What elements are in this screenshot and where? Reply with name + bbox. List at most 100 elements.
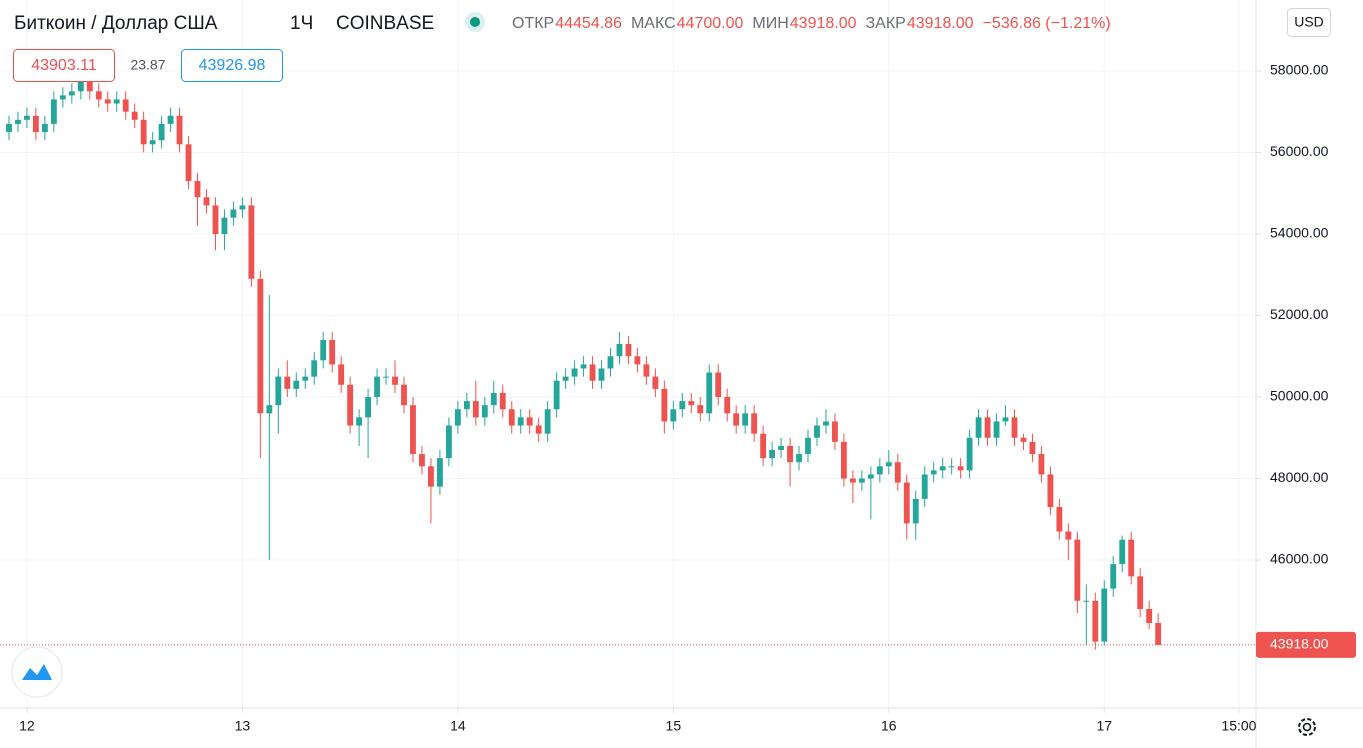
currency[interactable]: USD <box>1294 14 1324 30</box>
candle-body <box>239 205 246 210</box>
candle-body <box>885 462 892 467</box>
spread: 23.87 <box>130 57 165 73</box>
candle-body <box>1029 441 1036 455</box>
candle-body <box>24 115 30 120</box>
candle-body <box>329 339 336 365</box>
candle-body <box>832 421 838 442</box>
y-tick-label: 48000.00 <box>1270 469 1329 485</box>
candle-body <box>562 376 569 381</box>
candle-body <box>840 441 847 479</box>
axes: 46000.00 48000.00 50000.00 52000.00 54000.00… <box>0 62 1356 734</box>
candle-body <box>876 466 883 475</box>
candle-body <box>401 384 407 406</box>
candle-body <box>338 364 345 385</box>
bid[interactable]: 43903.11 <box>31 57 97 74</box>
candle-body <box>912 498 919 524</box>
candle-body <box>275 376 282 406</box>
candle-body <box>68 91 75 96</box>
ask-box[interactable] <box>181 49 283 82</box>
candle-body <box>769 449 776 459</box>
candle-body <box>706 372 713 414</box>
candle-body <box>580 364 587 369</box>
y-tick-label: 58000.00 <box>1270 62 1329 78</box>
logo[interactable] <box>11 646 63 698</box>
x-tick-label: 17 <box>1096 718 1112 734</box>
candle-body <box>1083 600 1090 602</box>
ohlc-value: 44700.00 <box>677 15 744 32</box>
candle-body <box>356 417 363 426</box>
candle-body <box>445 425 452 459</box>
candle-body <box>410 405 416 455</box>
candle-body <box>589 364 596 381</box>
candle-body <box>320 339 327 361</box>
candles <box>6 70 1162 650</box>
candle-body <box>715 372 722 398</box>
candle-body <box>15 119 21 124</box>
candle-body <box>1020 437 1027 442</box>
ohlc-key: МАКС <box>631 15 676 32</box>
candle-body <box>454 409 461 426</box>
last-price-tag <box>1256 631 1356 658</box>
x-tick-label: 15:00 <box>1221 718 1256 734</box>
candle-body <box>948 466 955 468</box>
candle-body <box>212 205 219 234</box>
candle-body <box>6 123 12 133</box>
candle-body <box>158 123 165 141</box>
ask[interactable]: 43926.98 <box>199 57 266 74</box>
bid-box[interactable] <box>13 49 115 82</box>
candle-body <box>392 376 398 385</box>
candle-body <box>383 376 389 378</box>
candle-body <box>302 376 309 381</box>
candle-body <box>365 397 372 418</box>
ohlc-value: 43918.00 <box>790 15 857 32</box>
candle-body <box>652 376 659 389</box>
candle-body <box>634 356 641 365</box>
x-tick-label: 15 <box>666 718 682 734</box>
candle-body <box>975 417 982 438</box>
candle-body <box>436 458 443 487</box>
candle-body <box>1065 531 1072 540</box>
candle-body <box>805 437 811 455</box>
candle-body <box>86 79 93 92</box>
y-tick-label: 56000.00 <box>1270 143 1329 159</box>
candle-body <box>167 115 174 124</box>
candle-body <box>266 405 273 414</box>
status-dot <box>470 17 480 27</box>
candle-body <box>1038 454 1045 475</box>
candle-body <box>733 413 740 426</box>
candle-body <box>1002 417 1009 422</box>
candle-body <box>248 205 255 279</box>
candle-body <box>32 115 39 133</box>
candle-body <box>957 466 964 471</box>
candle-body <box>1056 507 1063 532</box>
candle-body <box>535 425 542 434</box>
candle-body <box>140 119 147 145</box>
candle-body <box>41 123 48 133</box>
candle-body <box>1155 623 1162 645</box>
candle-body <box>1101 588 1108 642</box>
symbol: Биткоин / Доллар США <box>14 13 218 34</box>
candle-body <box>1092 600 1099 642</box>
ohlc-key: МИН <box>752 15 788 32</box>
candle-body <box>1011 417 1018 438</box>
candle-body <box>544 409 551 434</box>
candle-body <box>490 392 497 406</box>
candle-body <box>742 413 749 426</box>
candle-body <box>697 405 704 414</box>
candle-body <box>858 478 865 483</box>
candle-body <box>472 401 479 418</box>
settings-icon[interactable] <box>1298 718 1316 736</box>
candle-body <box>823 421 829 426</box>
candle-body <box>661 388 668 422</box>
candle-body <box>796 454 802 463</box>
candle-body <box>508 409 515 426</box>
candle-body <box>517 417 524 426</box>
currency-button[interactable] <box>1287 8 1331 37</box>
candle-body <box>203 197 210 206</box>
candle-body <box>778 445 784 450</box>
candle-body <box>499 392 506 410</box>
candle-body <box>787 445 793 463</box>
candle-body <box>1074 539 1081 601</box>
candle-body <box>176 115 183 145</box>
